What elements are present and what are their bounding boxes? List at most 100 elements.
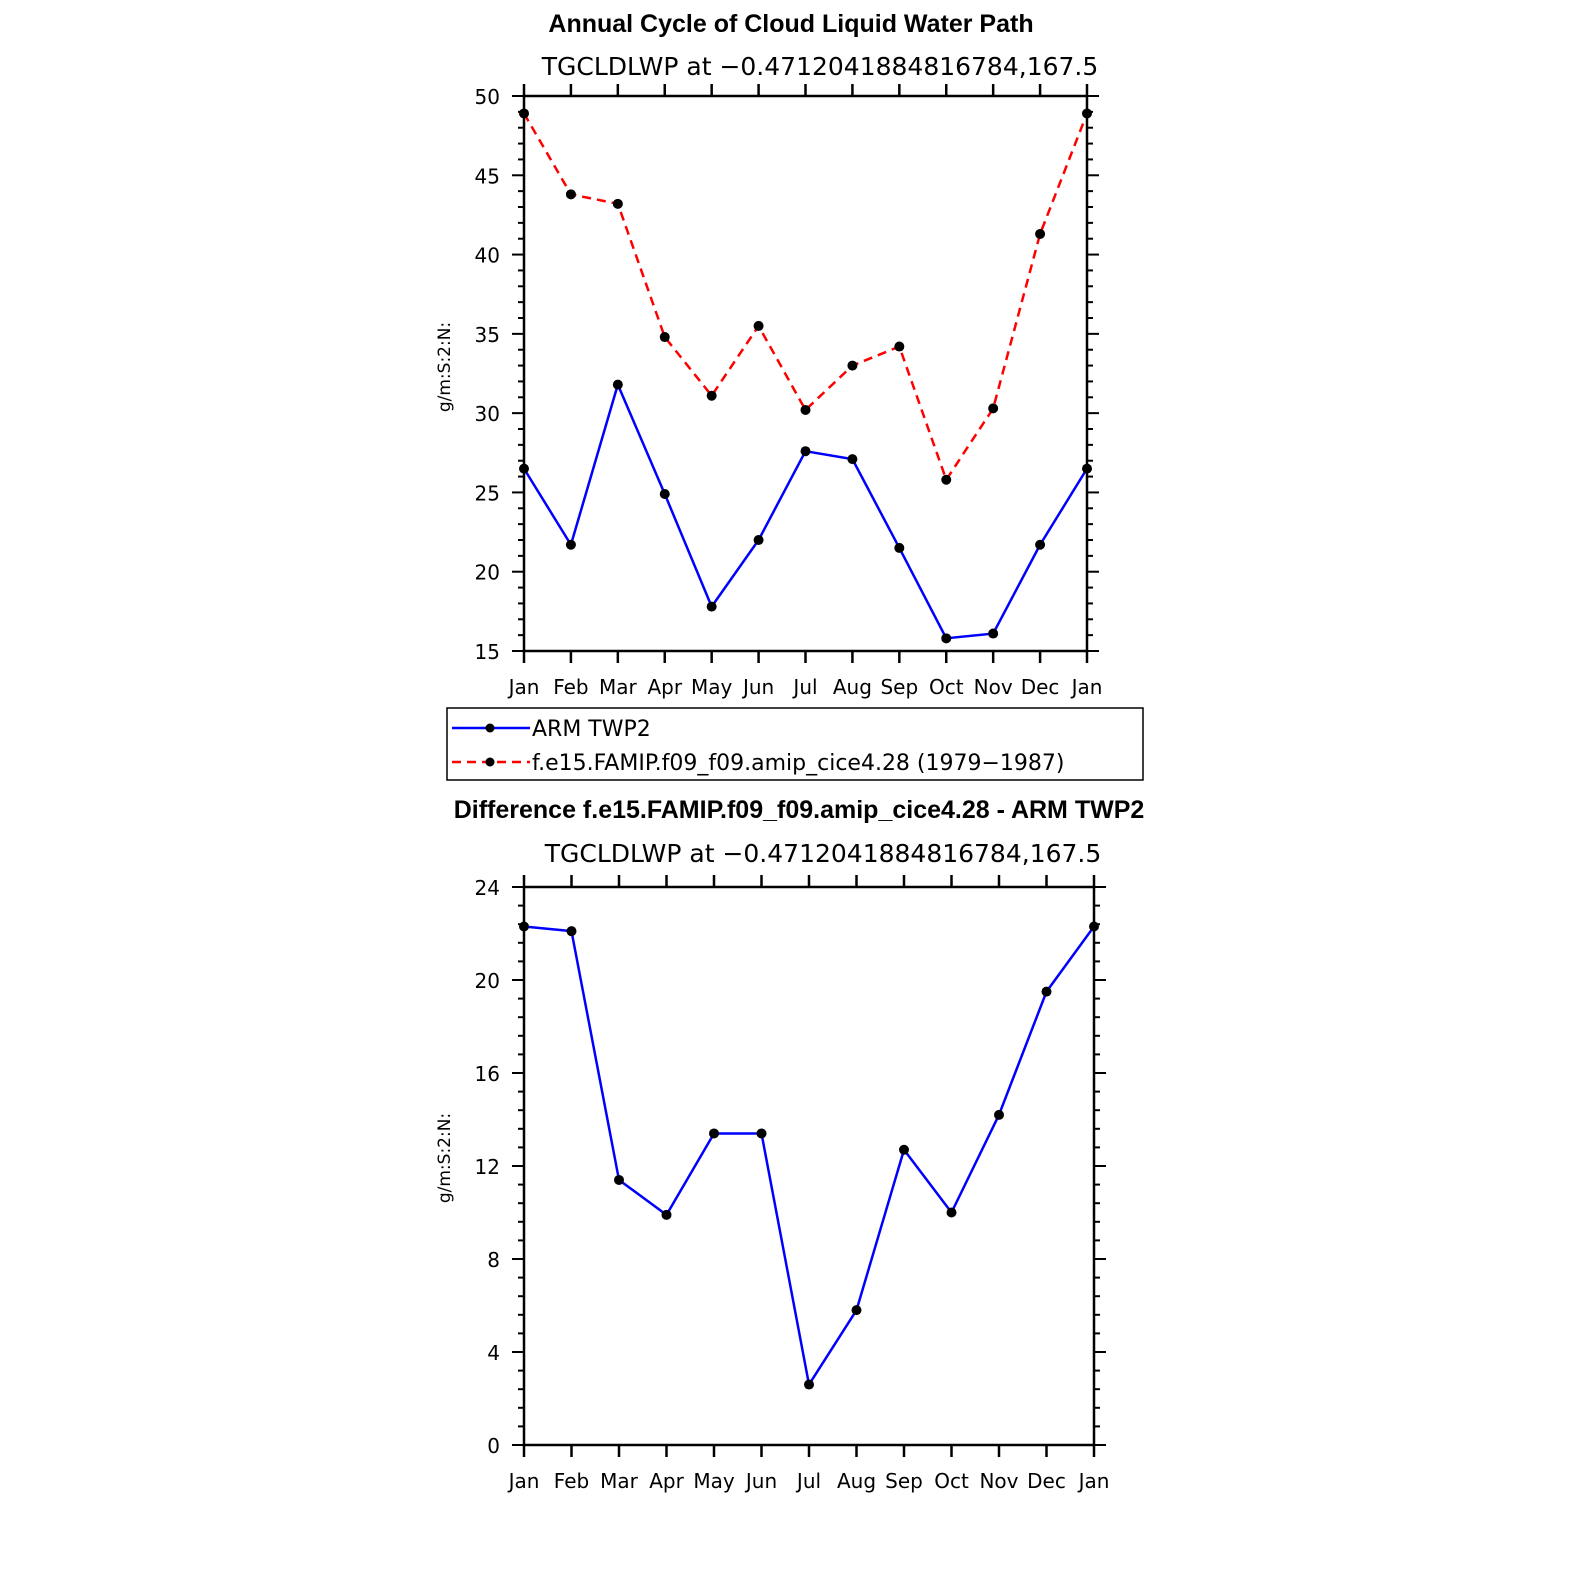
series-1-point	[941, 474, 952, 485]
series-1-point	[847, 360, 858, 371]
series-1-point	[753, 320, 764, 331]
series-0-point	[756, 1128, 767, 1139]
chart-title: Annual Cycle of Cloud Liquid Water Path	[548, 10, 1033, 38]
x-tick-label: May	[691, 675, 733, 699]
series-0-point	[612, 379, 623, 390]
x-tick-label: Oct	[929, 675, 964, 699]
x-tick-label: May	[693, 1469, 735, 1493]
series-0-point	[753, 535, 764, 545]
series-0-point	[519, 463, 529, 474]
x-tick-label: Mar	[600, 1469, 639, 1493]
series-0-point	[851, 1305, 862, 1316]
plot-area: Jan Feb Mar Apr May Jun Jul Aug Sep Oct Nov Dec Jan 1…	[475, 84, 1103, 699]
series-1-point	[1082, 108, 1092, 119]
series-0-point	[1082, 463, 1092, 474]
x-tick-label: Oct	[934, 1469, 969, 1493]
legend-label-arm: ARM TWP2	[532, 717, 651, 742]
y-tick-label: 40	[475, 244, 500, 268]
series-0-point	[709, 1128, 719, 1139]
series-0-point	[565, 539, 576, 550]
series-0-point	[994, 1109, 1004, 1120]
series-0-point	[1035, 539, 1046, 550]
series-1-point	[565, 189, 576, 200]
series-line-0	[523, 925, 1096, 1386]
x-tick-label: Jan	[507, 675, 540, 699]
x-tick-label: Sep	[885, 1469, 923, 1493]
series-0-point	[941, 633, 952, 644]
series-1-point	[800, 404, 811, 415]
y-tick-label: 15	[475, 640, 500, 664]
series-1-point	[894, 341, 905, 352]
series-0-point	[566, 926, 577, 937]
series-0-point	[800, 446, 811, 457]
x-tick-label: Feb	[554, 1469, 589, 1493]
y-tick-label: 24	[475, 876, 500, 900]
legend-box	[446, 707, 1144, 781]
legend: ARM TWP2 f.e15.FAMIP.f09_f09.amip_cice4.…	[446, 707, 1144, 781]
series-0-point	[659, 489, 670, 500]
y-tick-label: 4	[487, 1341, 500, 1365]
series-0-point	[988, 628, 999, 639]
series-0-point	[847, 454, 858, 465]
y-axis-label: g/m:S:2:N:	[435, 322, 455, 412]
chart-title: Difference f.e15.FAMIP.f09_f09.amip_cice…	[454, 796, 1145, 824]
series-0-point	[519, 921, 529, 932]
series-0-point	[1089, 921, 1099, 932]
x-tick-label: Apr	[649, 1469, 684, 1493]
x-tick-label: Jul	[791, 675, 817, 699]
x-tick-label: Nov	[974, 675, 1013, 699]
series-0-point	[1041, 986, 1052, 997]
y-tick-label: 8	[487, 1248, 500, 1272]
y-tick-label: 16	[475, 1062, 500, 1086]
chart-subtitle: TGCLDLWP at −0.4712041884816784,167.5	[544, 839, 1102, 868]
series-0-point	[894, 542, 905, 553]
x-tick-label: Sep	[880, 675, 918, 699]
x-tick-label: Jun	[741, 675, 774, 699]
x-tick-label: Jan	[1077, 1469, 1110, 1493]
y-tick-label: 50	[475, 85, 500, 109]
x-tick-label: Dec	[1027, 1469, 1066, 1493]
legend-label-model: f.e15.FAMIP.f09_f09.amip_cice4.28 (1979−…	[532, 751, 1065, 776]
x-tick-label: Feb	[553, 675, 588, 699]
series-0-point	[804, 1379, 814, 1390]
x-tick-label: Apr	[647, 675, 682, 699]
y-tick-label: 20	[475, 561, 500, 585]
series-1-point	[988, 403, 999, 414]
x-tick-label: Mar	[599, 675, 638, 699]
annual-cycle-chart: Annual Cycle of Cloud Liquid Water Path …	[435, 10, 1102, 699]
x-tick-label: Nov	[979, 1469, 1018, 1493]
y-tick-label: 45	[475, 164, 500, 188]
series-0-point	[899, 1144, 909, 1155]
series-0-point	[706, 601, 717, 612]
x-tick-label: Jun	[744, 1469, 777, 1493]
plot-frame	[522, 885, 1096, 1447]
y-tick-label: 35	[475, 323, 500, 347]
series-1-point	[1035, 228, 1046, 239]
x-tick-label: Jan	[1070, 675, 1103, 699]
x-tick-label: Aug	[833, 675, 872, 699]
legend-marker-arm	[485, 723, 495, 733]
y-tick-label: 25	[475, 481, 500, 505]
y-axis-label: g/m:S:2:N:	[435, 1113, 455, 1203]
series-1-point	[659, 332, 670, 343]
series-0-point	[661, 1209, 672, 1220]
series-0-point	[614, 1174, 624, 1185]
series-line-1	[522, 112, 1089, 481]
chart-subtitle: TGCLDLWP at −0.4712041884816784,167.5	[541, 52, 1099, 81]
y-tick-label: 20	[475, 969, 500, 993]
series-0-point	[946, 1207, 957, 1218]
x-tick-label: Jan	[507, 1469, 540, 1493]
legend-marker-model	[485, 757, 495, 767]
y-tick-label: 12	[475, 1155, 500, 1179]
x-tick-label: Jul	[795, 1469, 821, 1493]
series-1-point	[706, 390, 717, 401]
series-line-0	[522, 383, 1089, 640]
plot-area: Jan Feb Mar Apr May Jun Jul Aug Sep Oct Nov Dec Jan 0…	[475, 875, 1110, 1493]
difference-chart: Difference f.e15.FAMIP.f09_f09.amip_cice…	[435, 796, 1144, 1493]
y-tick-label: 30	[475, 402, 500, 426]
series-1-point	[612, 198, 623, 209]
y-tick-label: 0	[487, 1434, 500, 1458]
x-tick-label: Aug	[837, 1469, 876, 1493]
x-tick-label: Dec	[1021, 675, 1060, 699]
